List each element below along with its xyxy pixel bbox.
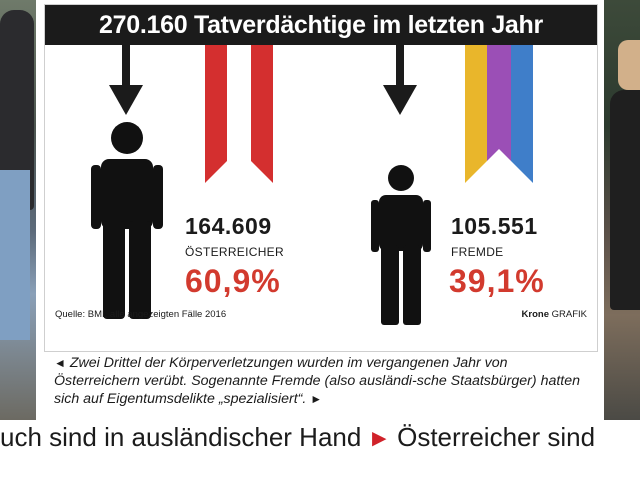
person-small-icon <box>371 165 431 325</box>
headline-right-text: Österreicher sind <box>397 422 596 452</box>
foreigners-label: FREMDE <box>451 245 504 259</box>
headline-left-text: uch sind in ausländischer Hand <box>0 422 362 452</box>
infographic-title: 270.160 Tatverdächtige im letzten Jahr <box>45 5 597 45</box>
austrians-count: 164.609 <box>185 213 272 239</box>
bottom-headline: uch sind in ausländischer Hand ► Österreic… <box>0 422 640 462</box>
source-note: Quelle: BMI, alle angezeigten Fälle 2016 <box>55 309 227 320</box>
arrow-down-icon <box>109 41 143 115</box>
ribbon-austria-icon <box>205 45 273 183</box>
right-photo <box>604 0 640 420</box>
credit-brand: Krone <box>521 309 549 320</box>
caption: ◄ Zwei Drittel der Körperverletzungen wu… <box>54 354 594 408</box>
austrians-label: ÖSTERREICHER <box>185 245 284 259</box>
left-photo <box>0 0 36 420</box>
infographic: 270.160 Tatverdächtige im letzten Jahr <box>44 4 598 352</box>
austrians-percent: 60,9% <box>185 263 281 299</box>
graphic-credit: Krone GRAFIK <box>522 309 587 320</box>
ribbon-foreign-icon <box>465 45 533 183</box>
person-large-icon <box>91 122 163 319</box>
caption-end-marker: ► <box>310 392 323 406</box>
photo-person-head <box>618 40 640 90</box>
photo-person-jeans <box>0 170 30 340</box>
arrow-down-icon <box>383 41 417 115</box>
credit-suffix: GRAFIK <box>548 309 587 320</box>
caption-start-marker: ◄ <box>54 356 66 370</box>
photo-person-silhouette <box>610 90 640 310</box>
foreigners-percent: 39,1% <box>449 263 545 299</box>
headline-marker-icon: ► <box>367 425 392 452</box>
caption-text: Zwei Drittel der Körperverletzungen wurd… <box>54 355 581 407</box>
foreigners-count: 105.551 <box>451 213 538 239</box>
